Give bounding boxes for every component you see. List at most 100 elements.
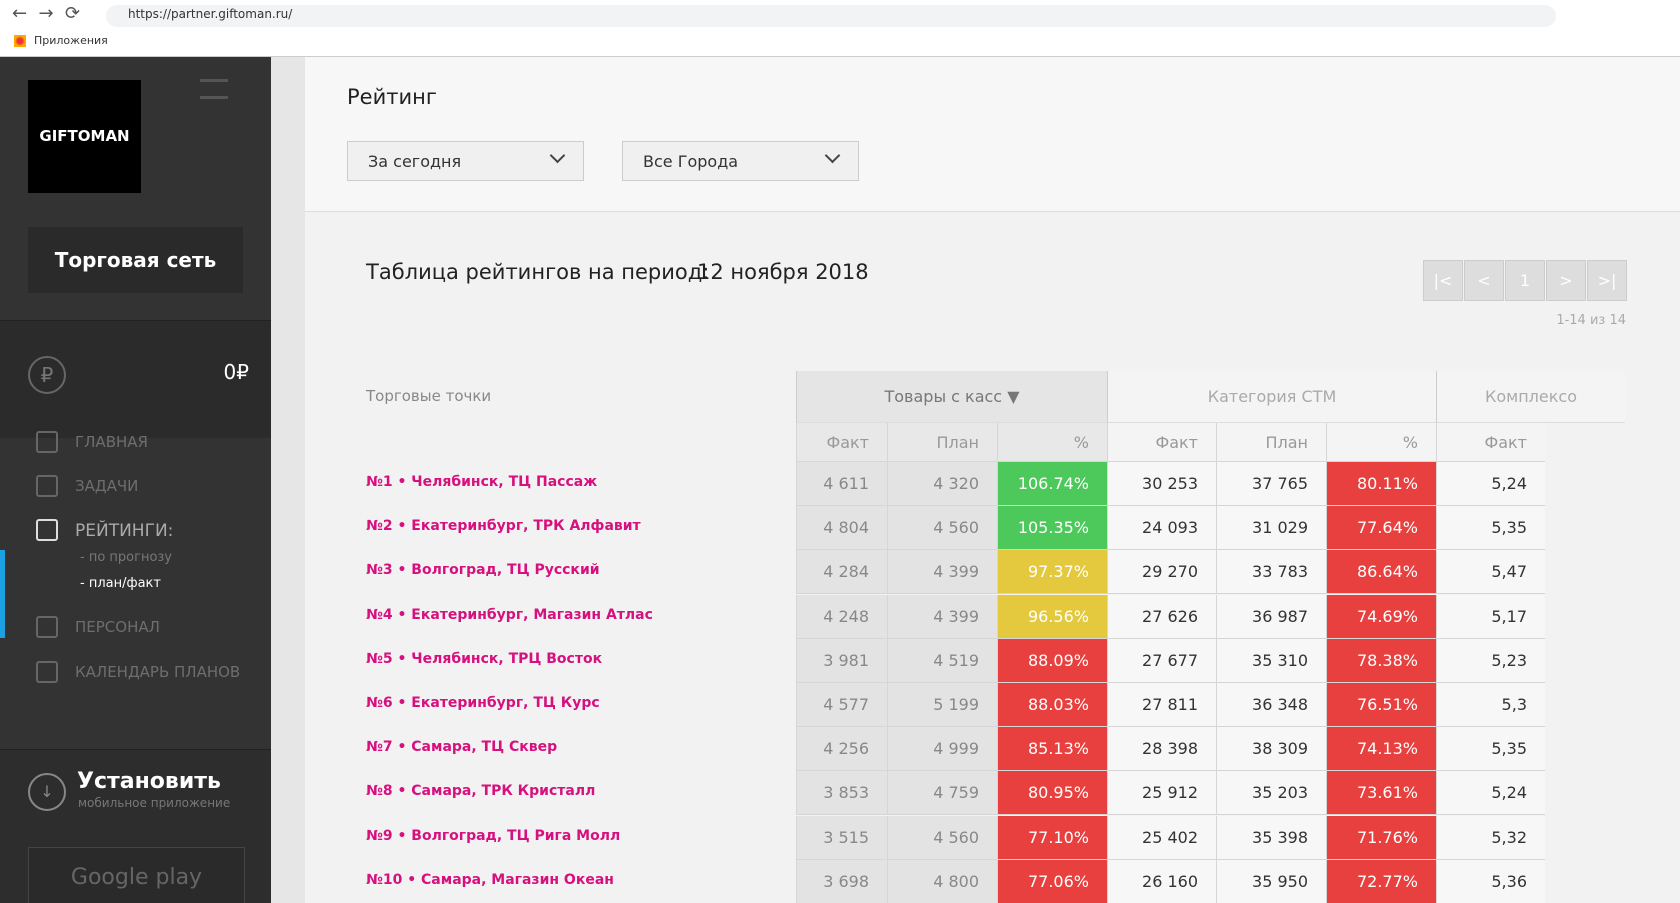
- column-header[interactable]: %: [1326, 423, 1436, 462]
- menu-toggle[interactable]: [200, 79, 228, 99]
- install-subtitle: мобильное приложение: [78, 796, 231, 810]
- page-button[interactable]: |<: [1423, 260, 1463, 301]
- table-title: Таблица рейтингов на период:: [366, 260, 710, 284]
- column-header[interactable]: Факт: [1436, 423, 1545, 462]
- value-cell: 4 999: [887, 727, 997, 772]
- value-cell: 38 309: [1216, 727, 1326, 772]
- gutter: [271, 57, 305, 903]
- page-button[interactable]: <: [1464, 260, 1504, 301]
- address-bar[interactable]: [106, 5, 1556, 27]
- bookmark[interactable]: Приложения: [34, 34, 108, 47]
- value-cell: 3 698: [796, 859, 887, 903]
- value-cell: 4 560: [887, 506, 997, 551]
- percent-cell: 105.35%: [997, 506, 1107, 551]
- percent-cell: 74.69%: [1326, 594, 1436, 639]
- value-cell: 4 248: [796, 594, 887, 639]
- value-cell: 4 611: [796, 462, 887, 506]
- column-header[interactable]: Факт: [796, 423, 887, 462]
- value-cell: 4 256: [796, 727, 887, 772]
- column-header[interactable]: Факт: [1107, 423, 1216, 462]
- menu-item[interactable]: РЕЙТИНГИ:: [75, 521, 174, 541]
- percent-cell: 72.77%: [1326, 859, 1436, 903]
- value-cell: 37 765: [1216, 462, 1326, 506]
- active-marker: [0, 550, 5, 638]
- value-cell: 5,32: [1436, 815, 1545, 860]
- google-play[interactable]: Google play: [28, 847, 245, 903]
- value-cell: 5,17: [1436, 594, 1545, 639]
- browser-bar: ← → ⟳ https://partner.giftoman.ru/ Прило…: [0, 0, 1680, 57]
- filter-dropdown[interactable]: Все Города: [622, 141, 859, 181]
- value-cell: 5,35: [1436, 506, 1545, 551]
- outlet-name[interactable]: №7 • Самара, ТЦ Сквер: [366, 739, 558, 756]
- value-cell: 28 398: [1107, 727, 1216, 772]
- column-header[interactable]: План: [887, 423, 997, 462]
- value-cell: 5,3: [1436, 683, 1545, 727]
- chevron: [549, 147, 566, 164]
- value-cell: 27 626: [1107, 594, 1216, 639]
- filter-dropdown[interactable]: За сегодня: [347, 141, 584, 181]
- group-header[interactable]: Комплексо: [1436, 371, 1625, 423]
- percent-cell: 86.64%: [1326, 550, 1436, 595]
- menu-item[interactable]: КАЛЕНДАРЬ ПЛАНОВ: [75, 663, 241, 681]
- outlet-name[interactable]: №5 • Челябинск, ТРЦ Восток: [366, 650, 603, 667]
- filter-label[interactable]: Все Города: [643, 152, 739, 171]
- header: [305, 57, 1680, 212]
- page-title: Рейтинг: [347, 85, 437, 109]
- value-cell: 5,36: [1436, 859, 1545, 903]
- value-cell: 4 399: [887, 594, 997, 639]
- outlet-name[interactable]: №1 • Челябинск, ТЦ Пассаж: [366, 474, 598, 490]
- install-title[interactable]: Установить: [77, 769, 221, 794]
- submenu-item[interactable]: - по прогнозу: [80, 550, 173, 565]
- value-cell: 36 987: [1216, 594, 1326, 639]
- percent-cell: 80.95%: [997, 771, 1107, 816]
- value-cell: 35 398: [1216, 815, 1326, 860]
- page-button[interactable]: 1: [1505, 260, 1545, 301]
- value-cell: 25 912: [1107, 771, 1216, 816]
- value-cell: 5,35: [1436, 727, 1545, 772]
- percent-cell: 80.11%: [1326, 462, 1436, 506]
- outlet-name[interactable]: №10 • Самара, Магазин Океан: [366, 871, 614, 888]
- network-name: Торговая сеть: [28, 227, 243, 293]
- percent-cell: 76.51%: [1326, 683, 1436, 727]
- count: 1-14 из 14: [1556, 313, 1626, 328]
- rating-table: Товары с касс ▼ Категория СТМ Комплексо Фак…: [796, 371, 1626, 903]
- menu-item[interactable]: ГЛАВНАЯ: [75, 433, 148, 451]
- value-cell: 3 981: [796, 638, 887, 683]
- value-cell: 4 519: [887, 638, 997, 683]
- submenu-item[interactable]: - план/факт: [80, 576, 161, 591]
- logo[interactable]: GIFTOMAN: [28, 80, 141, 193]
- percent-cell: 74.13%: [1326, 727, 1436, 772]
- column-header[interactable]: План: [1216, 423, 1326, 462]
- value-cell: 4 759: [887, 771, 997, 816]
- value-cell: 5,23: [1436, 638, 1545, 683]
- page-button[interactable]: >|: [1587, 260, 1627, 301]
- outlet-name[interactable]: №8 • Самара, ТРК Кристалл: [366, 783, 596, 800]
- page-button[interactable]: >: [1546, 260, 1586, 301]
- column-header[interactable]: %: [997, 423, 1107, 462]
- outlet-name[interactable]: №3 • Волгоград, ТЦ Русский: [366, 562, 600, 579]
- ruble-icon: ₽: [28, 356, 66, 394]
- percent-cell: 88.09%: [997, 638, 1107, 683]
- percent-cell: 77.06%: [997, 859, 1107, 903]
- outlet-name[interactable]: №2 • Екатеринбург, ТРК Алфавит: [366, 518, 641, 535]
- outlet-name[interactable]: №6 • Екатеринбург, ТЦ Курс: [366, 695, 600, 711]
- group-header[interactable]: Категория СТМ: [1107, 371, 1436, 423]
- outlet-name[interactable]: №4 • Екатеринбург, Магазин Атлас: [366, 606, 653, 623]
- group-header[interactable]: Товары с касс ▼: [796, 371, 1107, 423]
- nav-buttons[interactable]: ← → ⟳: [12, 3, 81, 24]
- value-cell: 5,47: [1436, 550, 1545, 595]
- percent-cell: 77.64%: [1326, 506, 1436, 551]
- menu-item[interactable]: ПЕРСОНАЛ: [75, 618, 160, 636]
- value-cell: 30 253: [1107, 462, 1216, 506]
- url[interactable]: https://partner.giftoman.ru/: [128, 7, 293, 21]
- outlet-name[interactable]: №9 • Волгоград, ТЦ Рига Молл: [366, 827, 621, 844]
- value-cell: 3 515: [796, 815, 887, 860]
- percent-cell: 78.38%: [1326, 638, 1436, 683]
- value-cell: 24 093: [1107, 506, 1216, 551]
- menu-item[interactable]: ЗАДАЧИ: [75, 477, 139, 495]
- percent-cell: 88.03%: [997, 683, 1107, 727]
- filter-label[interactable]: За сегодня: [368, 152, 462, 171]
- menu-icon: [36, 661, 58, 683]
- value-cell: 27 811: [1107, 683, 1216, 727]
